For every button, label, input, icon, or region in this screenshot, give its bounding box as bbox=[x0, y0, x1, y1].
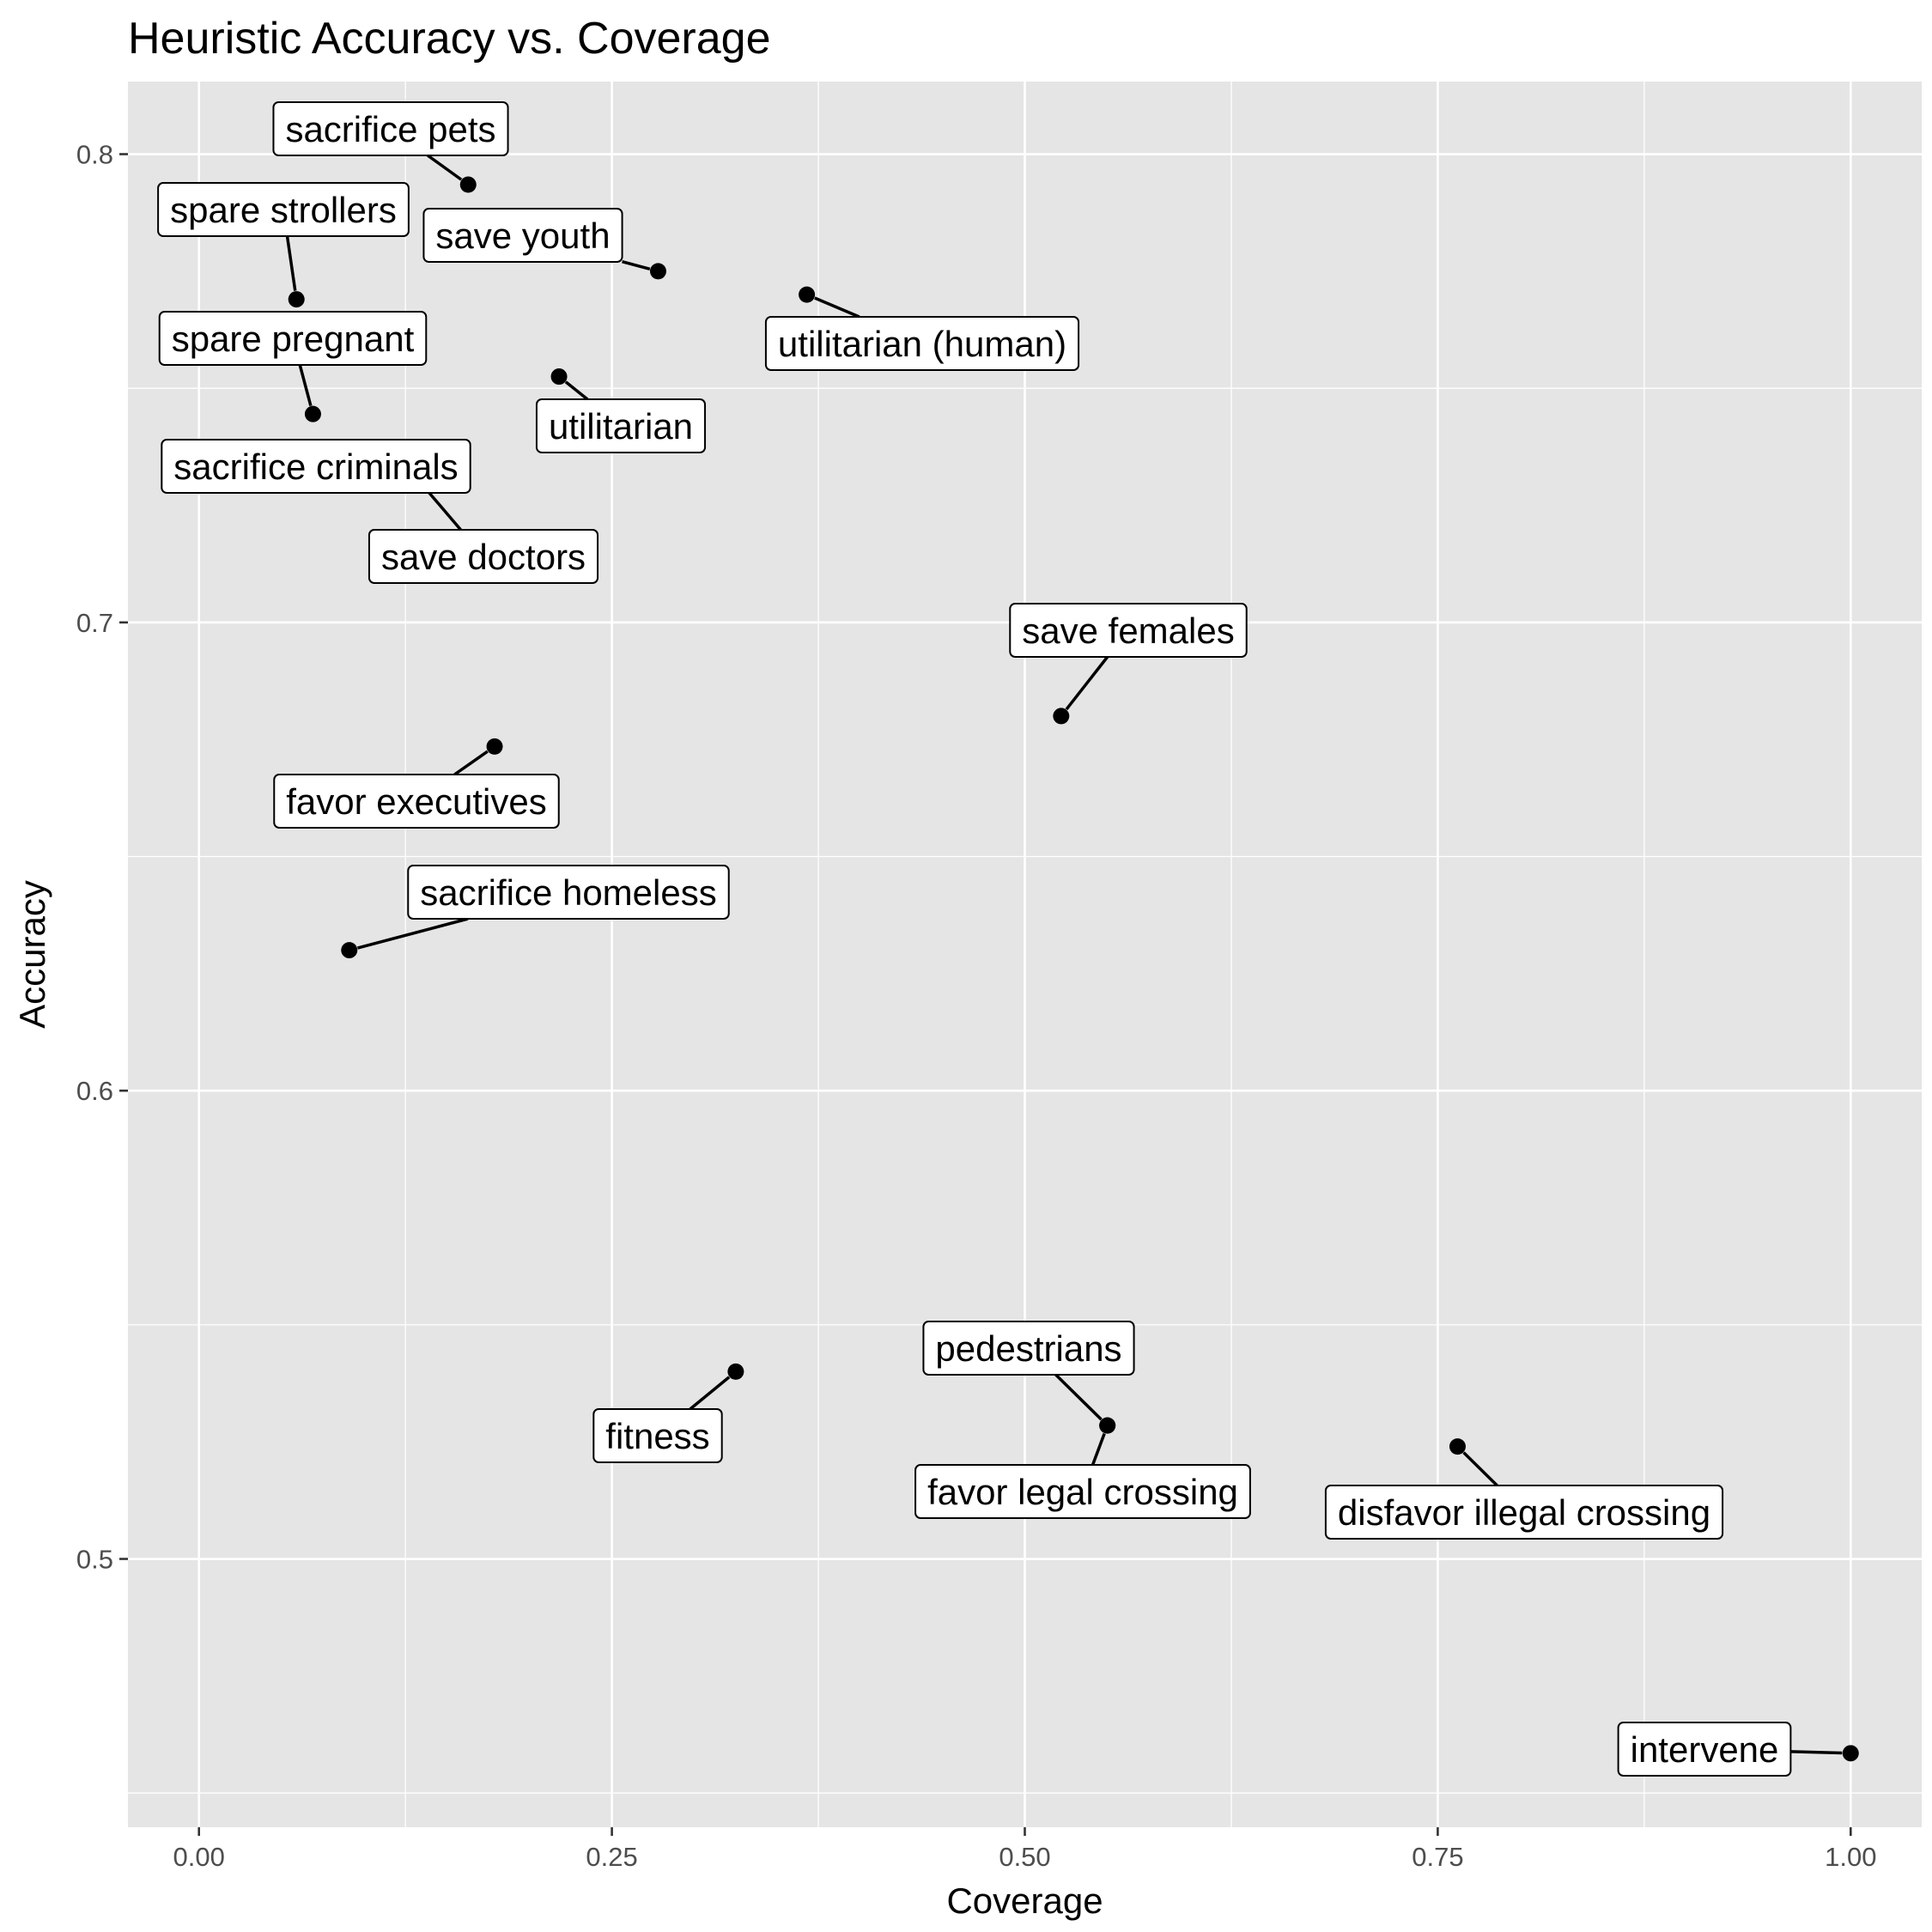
point-label-7: save doctors bbox=[368, 529, 599, 584]
point-label-2: save youth bbox=[422, 208, 623, 263]
leader-line bbox=[453, 750, 489, 776]
y-tick-label: 0.5 bbox=[76, 1545, 113, 1575]
point-label-6: sacrifice criminals bbox=[161, 439, 471, 494]
data-point bbox=[341, 942, 358, 959]
point-label-1: spare strollers bbox=[157, 182, 410, 237]
x-tick-label: 0.25 bbox=[586, 1842, 637, 1872]
label-box bbox=[158, 311, 428, 366]
chart-title: Heuristic Accuracy vs. Coverage bbox=[128, 14, 771, 64]
point-label-9: favor executives bbox=[273, 774, 560, 829]
data-point bbox=[1053, 708, 1070, 725]
data-point bbox=[288, 291, 305, 308]
label-text: favor legal crossing bbox=[927, 1472, 1238, 1512]
label-box bbox=[1324, 1485, 1724, 1540]
point-label-14: disfavor illegal crossing bbox=[1324, 1485, 1724, 1540]
data-point bbox=[1449, 1438, 1466, 1455]
label-box bbox=[535, 398, 707, 453]
label-box bbox=[764, 316, 1080, 371]
leader-line bbox=[1462, 1451, 1498, 1487]
data-point bbox=[550, 368, 568, 386]
label-box bbox=[368, 529, 599, 584]
gridlines bbox=[128, 82, 1922, 1827]
label-box bbox=[407, 865, 730, 920]
x-tick-label: 0.75 bbox=[1412, 1842, 1463, 1872]
leader-line bbox=[1054, 1373, 1103, 1421]
leader-line bbox=[622, 260, 651, 270]
label-box bbox=[922, 1321, 1135, 1376]
data-point bbox=[649, 263, 666, 280]
label-text: favor executives bbox=[286, 781, 546, 822]
label-text: intervene bbox=[1631, 1729, 1779, 1770]
leader-line bbox=[427, 154, 463, 181]
point-label-11: fitness bbox=[592, 1408, 723, 1463]
x-tick-label: 0.00 bbox=[173, 1842, 225, 1872]
point-label-8: save females bbox=[1009, 603, 1248, 658]
label-text: disfavor illegal crossing bbox=[1338, 1492, 1710, 1533]
point-labels: sacrifice pets spare strollers save youth u… bbox=[157, 101, 1792, 1777]
label-box bbox=[273, 774, 560, 829]
y-axis-title: Accuracy bbox=[12, 880, 52, 1029]
point-label-12: pedestrians bbox=[922, 1321, 1135, 1376]
data-point bbox=[1099, 1417, 1116, 1434]
leader-line bbox=[1065, 655, 1109, 711]
point-label-13: favor legal crossing bbox=[914, 1464, 1251, 1519]
leader-line bbox=[814, 296, 860, 319]
point-label-5: utilitarian bbox=[535, 398, 707, 453]
y-tick-label: 0.7 bbox=[76, 608, 113, 638]
label-box bbox=[1617, 1722, 1792, 1777]
data-point bbox=[459, 176, 477, 193]
leader-line bbox=[689, 1376, 731, 1411]
label-text: fitness bbox=[605, 1416, 709, 1456]
label-box bbox=[161, 439, 471, 494]
label-box bbox=[157, 182, 410, 237]
axes: 0.00 0.25 0.50 0.75 1.00 0.5 0.6 0.7 0.8 bbox=[76, 140, 1877, 1872]
point-label-10: sacrifice homeless bbox=[407, 865, 730, 920]
data-point bbox=[486, 738, 503, 755]
leader-line bbox=[298, 364, 313, 406]
label-text: save females bbox=[1022, 611, 1234, 651]
label-leader-lines bbox=[285, 154, 1843, 1755]
label-text: pedestrians bbox=[935, 1328, 1121, 1369]
point-label-15: intervene bbox=[1617, 1722, 1792, 1777]
label-box bbox=[592, 1408, 723, 1463]
data-point bbox=[727, 1363, 744, 1380]
label-box bbox=[422, 208, 623, 263]
label-text: spare strollers bbox=[170, 190, 397, 230]
label-text: sacrifice criminals bbox=[173, 447, 458, 487]
label-text: sacrifice pets bbox=[285, 109, 495, 149]
label-text: spare pregnant bbox=[172, 319, 415, 359]
x-tick-label: 0.50 bbox=[999, 1842, 1050, 1872]
data-point bbox=[1842, 1745, 1859, 1762]
leader-line bbox=[1790, 1750, 1843, 1755]
data-point bbox=[799, 286, 816, 303]
leader-line bbox=[426, 489, 462, 532]
label-box bbox=[272, 101, 509, 156]
label-box bbox=[1009, 603, 1248, 658]
point-label-4: spare pregnant bbox=[158, 311, 428, 366]
label-text: utilitarian bbox=[549, 406, 693, 447]
label-box bbox=[914, 1464, 1251, 1519]
point-label-0: sacrifice pets bbox=[272, 101, 509, 156]
leader-line bbox=[564, 380, 589, 401]
point-label-3: utilitarian (human) bbox=[764, 316, 1080, 371]
label-text: utilitarian (human) bbox=[778, 324, 1066, 364]
leader-line bbox=[285, 235, 297, 291]
leader-line bbox=[1091, 1432, 1106, 1466]
x-tick-label: 1.00 bbox=[1825, 1842, 1876, 1872]
data-point bbox=[304, 405, 321, 422]
x-axis-title: Coverage bbox=[946, 1880, 1103, 1921]
label-text: save doctors bbox=[381, 537, 586, 577]
leader-line bbox=[356, 917, 469, 950]
label-text: save youth bbox=[435, 216, 610, 256]
y-tick-label: 0.8 bbox=[76, 140, 113, 170]
label-text: sacrifice homeless bbox=[420, 872, 716, 913]
y-tick-label: 0.6 bbox=[76, 1076, 113, 1106]
